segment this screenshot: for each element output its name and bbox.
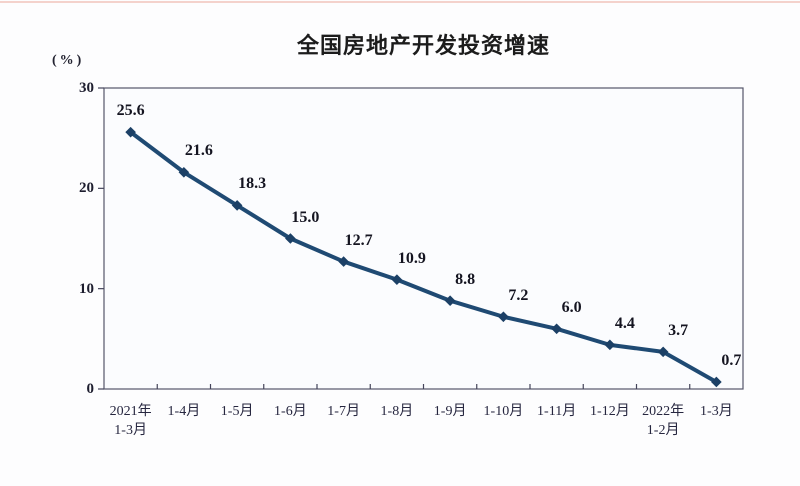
data-point-label: 8.8 (455, 270, 476, 288)
data-point-marker (551, 323, 562, 335)
data-point-label: 25.6 (116, 102, 145, 120)
x-tick-label: 2022年 1-2月 (642, 404, 685, 438)
x-tick-label: 1-12月 (590, 404, 630, 419)
x-tick-label: 1-10月 (483, 404, 524, 419)
y-tick-label: 10 (79, 280, 94, 297)
data-point-marker (178, 166, 190, 178)
data-point-marker (231, 200, 243, 211)
page-top-accent-line (0, 1, 800, 3)
data-point-marker (125, 126, 136, 138)
x-tick-label: 1-3月 (700, 404, 733, 419)
y-tick-label: 30 (79, 80, 94, 96)
data-point-label: 12.7 (344, 231, 373, 249)
x-tick-label: 1-8月 (380, 404, 414, 419)
data-point-marker (391, 274, 403, 285)
data-point-label: 10.9 (397, 249, 426, 267)
data-point-label: 4.4 (614, 314, 635, 332)
data-point-marker (444, 295, 456, 307)
plot-area-border (103, 87, 744, 390)
data-point-marker (657, 346, 669, 358)
data-point-label: 6.0 (561, 298, 582, 316)
x-tick-label: 1-4月 (167, 404, 201, 419)
data-point-label: 7.2 (508, 286, 529, 304)
data-point-marker (498, 311, 509, 323)
data-point-label: 21.6 (184, 142, 213, 160)
data-point-marker (285, 233, 296, 244)
x-tick-label: 2021年 1-3月 (109, 404, 152, 438)
data-point-marker (711, 376, 722, 388)
chart-title: 全国房地产开发投资增速 (296, 33, 550, 58)
data-point-label: 3.7 (668, 321, 689, 339)
data-point-label: 0.7 (721, 351, 742, 369)
x-tick-label: 1-9月 (433, 404, 467, 419)
data-point-marker (338, 256, 349, 267)
data-point-label: 15.0 (291, 208, 320, 226)
x-tick-label: 1-6月 (274, 404, 307, 419)
x-tick-label: 1-11月 (537, 404, 577, 419)
y-tick-label: 0 (86, 381, 95, 397)
x-tick-label: 1-7月 (327, 404, 360, 419)
x-tick-label: 1-5月 (220, 404, 254, 419)
data-point-marker (604, 339, 616, 351)
y-tick-label: 20 (79, 180, 94, 197)
data-series-line (128, 130, 719, 384)
y-axis-unit-label: (%) (52, 53, 85, 68)
data-point-label: 18.3 (238, 175, 267, 193)
